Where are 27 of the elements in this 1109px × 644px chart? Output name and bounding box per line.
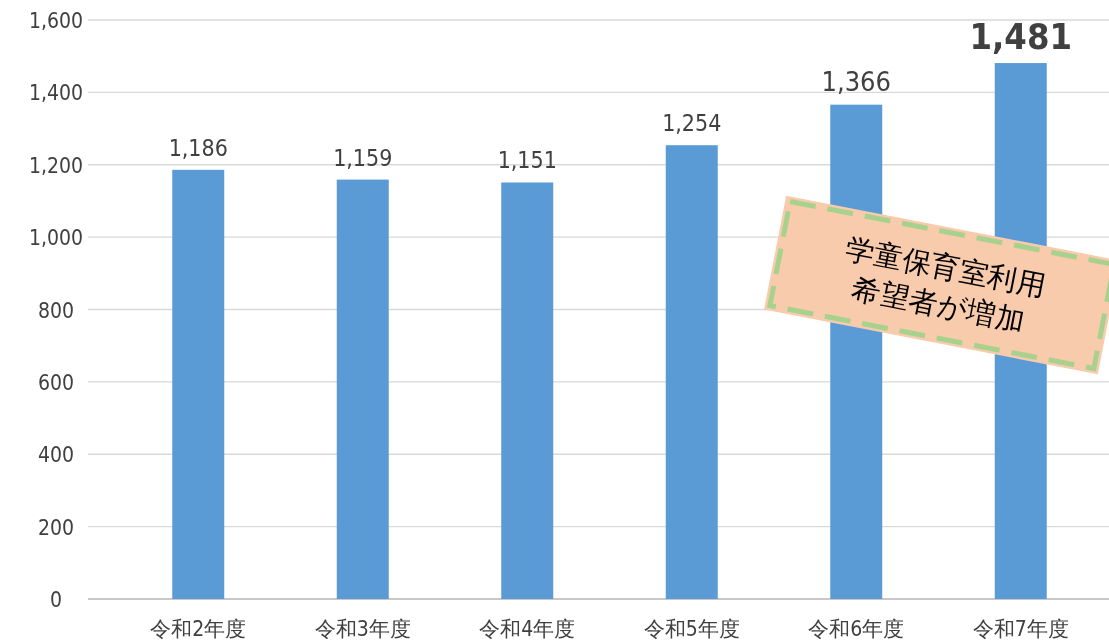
x-tick-label: 令和3年度 xyxy=(314,617,411,641)
y-tick-label: 200 xyxy=(37,515,75,540)
y-tick-label: 0 xyxy=(49,588,63,612)
x-tick-label: 令和5年度 xyxy=(643,617,740,641)
y-tick-label: 1,200 xyxy=(28,153,84,178)
data-label: 1,366 xyxy=(821,65,892,97)
callout: 学童保育室利用希望者が増加 xyxy=(764,195,1109,375)
data-label: 1,159 xyxy=(333,144,393,171)
x-tick-label: 令和2年度 xyxy=(150,617,247,641)
bar xyxy=(501,182,554,599)
y-tick-label: 600 xyxy=(37,370,75,395)
y-tick-label: 1,000 xyxy=(28,226,84,251)
bar xyxy=(665,145,718,599)
y-tick-label: 1,600 xyxy=(28,9,84,33)
x-tick-label: 令和6年度 xyxy=(808,617,905,641)
y-tick-label: 1,400 xyxy=(28,81,84,106)
bar xyxy=(172,169,225,599)
data-label: 1,254 xyxy=(662,110,722,137)
bar xyxy=(336,179,389,599)
x-tick-label: 令和4年度 xyxy=(479,617,576,641)
y-tick-label: 800 xyxy=(37,298,75,323)
annotation: 学童保育室利用希望者が増加 xyxy=(842,231,1049,339)
x-tick-label: 令和7年度 xyxy=(972,617,1069,641)
data-label: 1,481 xyxy=(969,16,1072,58)
data-label: 1,151 xyxy=(497,147,557,174)
y-tick-label: 400 xyxy=(37,443,75,468)
data-label: 1,186 xyxy=(168,134,228,161)
